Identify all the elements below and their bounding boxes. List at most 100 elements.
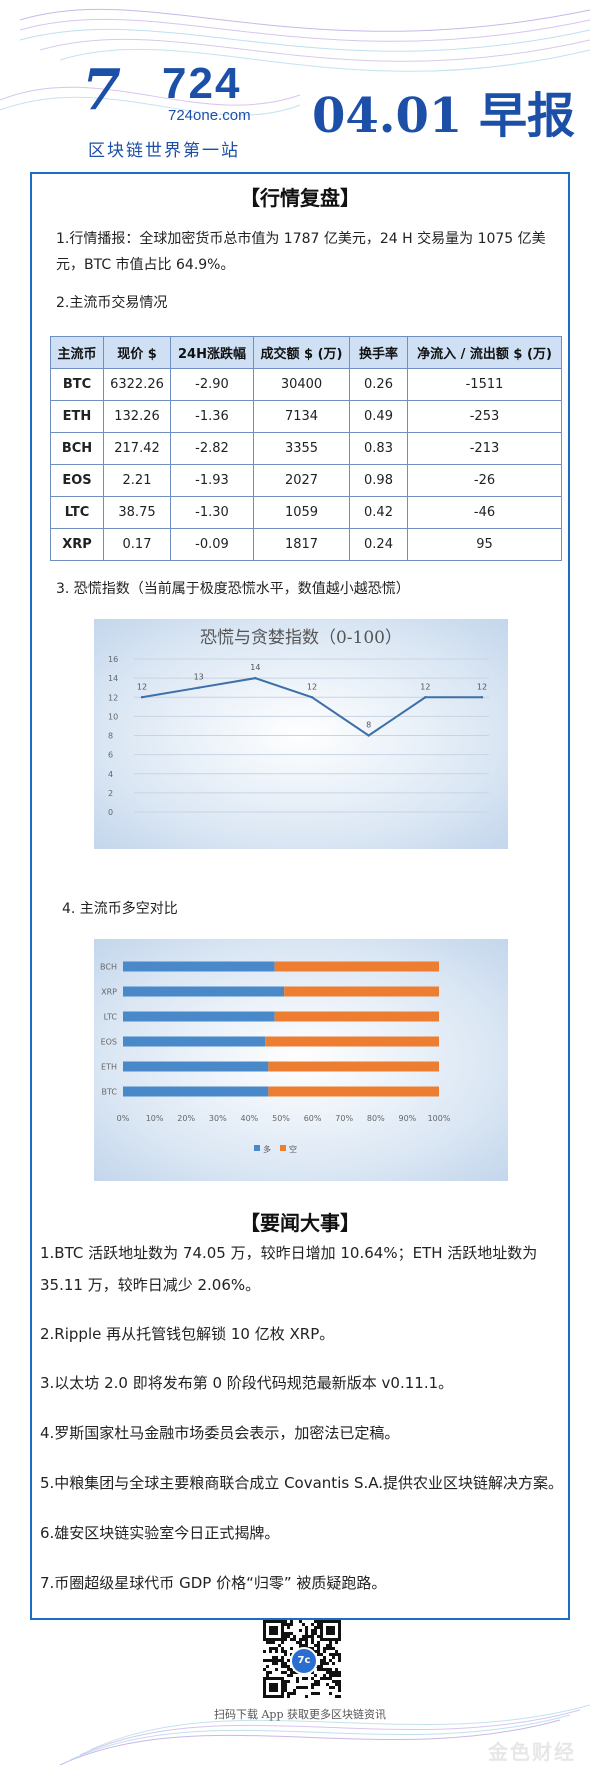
qr-module (287, 1665, 290, 1668)
qr-module (305, 1632, 308, 1635)
qr-finder (263, 1677, 284, 1698)
qr-module (284, 1689, 287, 1692)
qr-module (281, 1647, 284, 1650)
qr-module (275, 1656, 278, 1659)
qr-module (329, 1653, 332, 1656)
cell-turnover: 0.42 (349, 496, 408, 529)
cell-price: 6322.26 (103, 368, 171, 401)
cell-volume: 1059 (253, 496, 350, 529)
qr-module (311, 1638, 314, 1641)
qr-module (329, 1647, 332, 1650)
cell-change: -2.82 (170, 432, 254, 465)
qr-module (275, 1668, 278, 1671)
qr-module (314, 1650, 317, 1653)
qr-module (311, 1623, 314, 1626)
bar-segment (123, 1036, 266, 1047)
x-tick-label: 30% (209, 1114, 227, 1123)
data-point (424, 696, 427, 699)
qr-finder (269, 1626, 278, 1635)
cell-price: 2.21 (103, 464, 171, 497)
cell-price: 132.26 (103, 400, 171, 433)
qr-module (314, 1683, 317, 1686)
cell-change: -0.09 (170, 528, 254, 561)
qr-module (338, 1689, 341, 1692)
bar-segment (274, 961, 439, 972)
cell-change: -1.93 (170, 464, 254, 497)
qr-module (293, 1638, 296, 1641)
section-title-market: 【行情复盘】 (240, 186, 360, 210)
qr-module (287, 1674, 290, 1677)
qr-module (299, 1644, 302, 1647)
scan-download-text: 扫码下载 App 获取更多区块链资讯 (213, 1708, 387, 1721)
qr-module (317, 1620, 320, 1623)
qr-module (332, 1662, 335, 1665)
qr-module (281, 1656, 284, 1659)
qr-module (314, 1632, 317, 1635)
qr-module (329, 1659, 332, 1662)
qr-module (311, 1686, 314, 1689)
qr-module (302, 1635, 305, 1638)
qr-module (317, 1665, 320, 1668)
qr-module (317, 1647, 320, 1650)
legend-label: 多 (263, 1144, 271, 1154)
qr-module (299, 1638, 302, 1641)
category-label: XRP (101, 988, 117, 997)
market-summary: 1.行情播报：全球加密货币总市值为 1787 亿美元，24 H 交易量为 107… (56, 231, 546, 273)
qr-module (287, 1635, 290, 1638)
qr-module (299, 1686, 302, 1689)
qr-finder (269, 1683, 278, 1692)
section-title-news: 【要闻大事】 (240, 1211, 360, 1235)
data-label: 13 (194, 673, 204, 682)
qr-module (329, 1641, 332, 1644)
footer-wave-decoration (59, 1704, 591, 1766)
cell-volume: 30400 (253, 368, 350, 401)
qr-module (269, 1671, 272, 1674)
qr-module (311, 1692, 314, 1695)
qr-module (311, 1641, 314, 1644)
qr-module (305, 1677, 308, 1680)
qr-module (326, 1644, 329, 1647)
qr-module (329, 1692, 332, 1695)
qr-module (320, 1662, 323, 1665)
qr-module (305, 1629, 308, 1632)
qr-module (287, 1692, 290, 1695)
qr-module (323, 1656, 326, 1659)
qr-module (263, 1668, 266, 1671)
qr-module (320, 1659, 323, 1662)
qr-module (266, 1671, 269, 1674)
x-tick-label: 90% (399, 1114, 417, 1123)
qr-module (284, 1623, 287, 1626)
y-tick-label: 12 (108, 693, 118, 702)
qr-module (335, 1650, 338, 1653)
news-item: 6.雄安区块链实验室今日正式揭牌。 (40, 1524, 280, 1542)
qr-module (314, 1692, 317, 1695)
qr-module (299, 1620, 302, 1623)
cell-price: 0.17 (103, 528, 171, 561)
qr-module (311, 1677, 314, 1680)
qr-code[interactable]: 7c (263, 1620, 341, 1698)
x-tick-label: 10% (146, 1114, 164, 1123)
table-row: BCH 217.42 -2.82 3355 0.83 -213 (50, 432, 562, 465)
cell-volume: 2027 (253, 464, 350, 497)
qr-module (293, 1635, 296, 1638)
news-item: 4.罗斯国家杜马金融市场委员会表示，加密法已定稿。 (40, 1424, 400, 1442)
cell-coin: LTC (50, 496, 104, 529)
qr-finder (263, 1620, 284, 1641)
qr-module (284, 1653, 287, 1656)
qr-module (278, 1659, 281, 1662)
cell-price: 38.75 (103, 496, 171, 529)
x-tick-label: 60% (304, 1114, 322, 1123)
qr-module (290, 1674, 293, 1677)
qr-module (287, 1680, 290, 1683)
col-header: 24H涨跌幅 (170, 336, 254, 369)
qr-module (275, 1659, 278, 1662)
data-point (310, 696, 314, 699)
cell-turnover: 0.24 (349, 528, 408, 561)
category-label: LTC (104, 1013, 118, 1022)
qr-module (290, 1668, 293, 1671)
qr-module (332, 1656, 335, 1659)
cell-turnover: 0.49 (349, 400, 408, 433)
data-point (197, 686, 200, 689)
table-row: BTC 6322.26 -2.90 30400 0.26 -1511 (50, 368, 562, 401)
qr-module (326, 1647, 329, 1650)
